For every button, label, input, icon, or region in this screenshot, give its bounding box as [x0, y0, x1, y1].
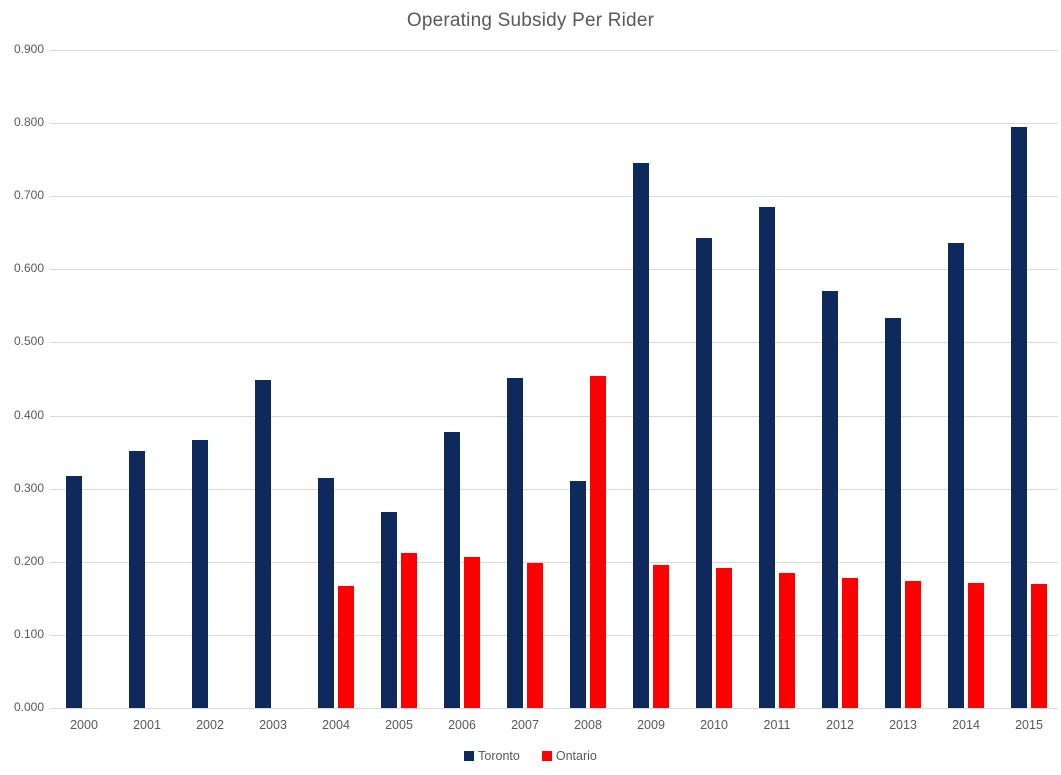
- legend-marker-ontario: [541, 751, 552, 761]
- bar-toronto-2007: [507, 377, 523, 708]
- legend-item-ontario: Ontario: [541, 749, 597, 763]
- bar-ontario-2014: [968, 582, 984, 708]
- y-axis-label: 0.400: [13, 407, 44, 422]
- x-axis-label: 2007: [511, 718, 539, 732]
- bar-toronto-2009: [633, 163, 649, 708]
- bar-toronto-2008: [570, 481, 586, 708]
- x-axis-label: 2003: [259, 718, 287, 732]
- x-axis-label: 2001: [133, 718, 161, 732]
- y-axis-label: 0.800: [13, 115, 44, 130]
- x-axis-label: 2004: [322, 718, 350, 732]
- gridline: [50, 123, 1058, 125]
- bar-toronto-2011: [759, 207, 775, 708]
- bar-ontario-2015: [1031, 583, 1047, 708]
- bar-ontario-2006: [464, 557, 480, 708]
- bar-toronto-2010: [696, 237, 712, 708]
- y-axis-label: 0.700: [13, 188, 44, 203]
- bar-toronto-2015: [1011, 126, 1027, 708]
- legend-label-ontario: Ontario: [555, 749, 597, 763]
- x-axis-label: 2000: [70, 718, 98, 732]
- legend-item-toronto: Toronto: [464, 749, 520, 763]
- bar-toronto-2005: [381, 512, 397, 708]
- gridline: [50, 50, 1058, 51]
- y-axis-label: 0.900: [13, 42, 44, 56]
- bar-toronto-2001: [129, 450, 145, 708]
- x-axis-label: 2008: [574, 718, 602, 732]
- x-axis-label: 2011: [763, 718, 791, 732]
- bar-ontario-2005: [401, 553, 417, 708]
- bar-toronto-2014: [948, 243, 964, 708]
- y-axis-label: 0.600: [13, 261, 44, 276]
- bar-toronto-2006: [444, 431, 460, 708]
- bar-ontario-2011: [779, 573, 795, 708]
- y-axis-label: 0.100: [13, 626, 44, 641]
- bar-toronto-2004: [318, 478, 334, 708]
- x-axis-label: 2014: [952, 718, 980, 732]
- gridline: [50, 561, 1058, 563]
- x-axis-label: 2006: [448, 718, 476, 732]
- x-axis-label: 2005: [385, 718, 413, 732]
- gridline: [50, 415, 1058, 417]
- x-axis-label: 2009: [637, 718, 665, 732]
- y-axis-label: 0.200: [13, 553, 44, 568]
- bar-ontario-2004: [338, 585, 354, 708]
- bar-toronto-2000: [66, 476, 82, 708]
- x-axis-label: 2010: [700, 718, 728, 732]
- bar-ontario-2007: [527, 562, 543, 708]
- x-axis-label: 2012: [826, 718, 854, 732]
- gridline: [50, 196, 1058, 198]
- legend: Toronto Ontario: [0, 749, 1061, 763]
- bar-ontario-2013: [905, 580, 921, 708]
- gridline: [50, 269, 1058, 271]
- gridline: [50, 708, 1058, 709]
- x-axis-label: 2002: [196, 718, 224, 732]
- bar-ontario-2012: [842, 577, 858, 708]
- gridline: [50, 634, 1058, 636]
- chart-title: Operating Subsidy Per Rider: [406, 10, 655, 31]
- y-axis-label: 0.000: [13, 700, 44, 714]
- bar-toronto-2003: [255, 379, 271, 708]
- x-axis-label: 2015: [1015, 718, 1043, 732]
- bar-toronto-2012: [822, 290, 838, 708]
- bar-toronto-2002: [192, 439, 208, 708]
- gridline: [50, 488, 1058, 490]
- bar-ontario-2008: [590, 376, 606, 708]
- y-axis-label: 0.500: [13, 334, 44, 349]
- bar-ontario-2010: [716, 567, 732, 708]
- gridline: [50, 342, 1058, 344]
- legend-marker-toronto: [464, 751, 475, 761]
- y-axis-label: 0.300: [13, 480, 44, 495]
- x-axis-label: 2013: [889, 718, 917, 732]
- bar-ontario-2009: [653, 565, 669, 708]
- bar-toronto-2013: [885, 318, 901, 708]
- legend-label-toronto: Toronto: [478, 749, 520, 763]
